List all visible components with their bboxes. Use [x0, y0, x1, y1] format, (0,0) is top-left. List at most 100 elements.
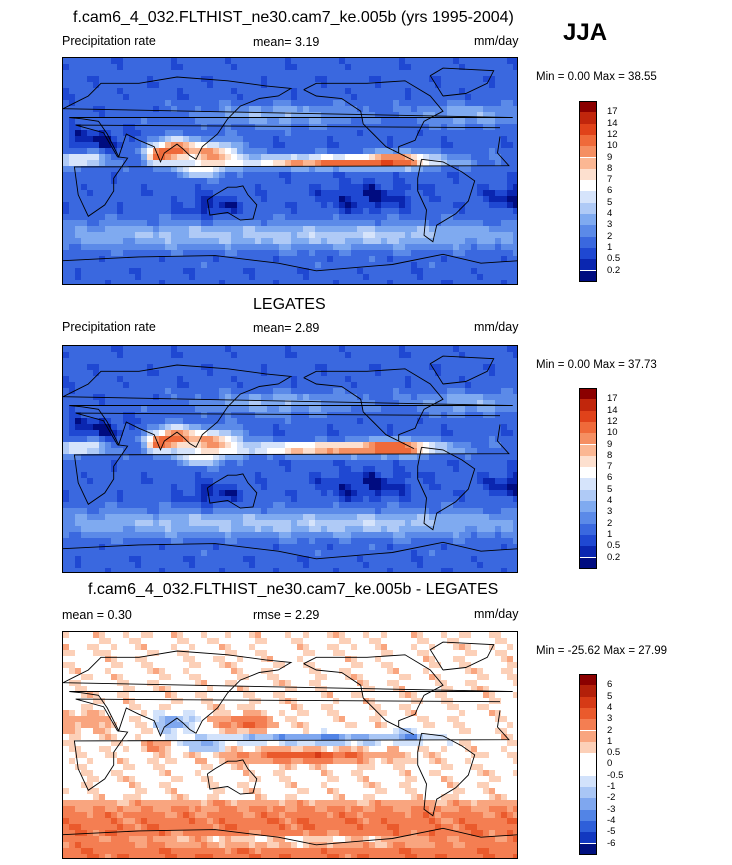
panel3-colorbar-label: -1 [607, 781, 616, 792]
panel2-colorbar-cell [579, 478, 597, 490]
panel1-colorbar-label: 12 [607, 128, 618, 140]
panel1-colorbar-label: 17 [607, 106, 618, 118]
panel3-colorbar-frame [579, 674, 597, 855]
panel2-colorbar-cell [579, 399, 597, 411]
panel2-colorbar-cell [579, 388, 597, 400]
panel2-colorbar-cell [579, 489, 597, 501]
panel2-title: LEGATES [253, 296, 326, 313]
panel1-colorbar-label: 2 [607, 230, 613, 242]
panel3-rmse-label: rmse = 2.29 [253, 608, 320, 622]
panel3-colorbar-label: 5 [607, 690, 613, 702]
panel2-colorbar-label: 3 [607, 506, 613, 518]
panel2-colorbar-label: 17 [607, 393, 618, 405]
coastline [417, 732, 476, 817]
panel2-mean-label: mean= 2.89 [253, 321, 320, 335]
coastline [303, 80, 444, 162]
panel3-colorbar-label: -5 [607, 826, 616, 838]
panel3-colorbar-label: -4 [607, 814, 616, 826]
panel2-colorbar-label: 10 [607, 427, 618, 439]
coastline [429, 355, 495, 385]
panel1-colorbar-label: 6 [607, 185, 613, 197]
panel3-units-label: mm/day [474, 607, 519, 621]
panel3-colorbar-label: 6 [607, 679, 613, 691]
panel1-colorbar-label: 4 [607, 208, 613, 219]
panel3-colorbar-cell [579, 696, 597, 708]
panel2-colorbar-label: 1 [607, 528, 613, 540]
panel1-colorbar-cell [579, 259, 597, 271]
panel2-units-label: mm/day [474, 320, 519, 334]
panel3-colorbar-cell [579, 741, 597, 754]
panel2-colorbar-cell [579, 455, 597, 468]
coastline [63, 253, 517, 272]
panel2-colorbar-label: 0.2 [607, 551, 621, 563]
panel2-minmax: Min = 0.00 Max = 37.73 [536, 359, 657, 371]
coastline [206, 759, 258, 795]
panel3-map [62, 631, 518, 859]
coastline [303, 654, 444, 736]
panel2-colorbar-cell [579, 534, 597, 547]
panel2-colorbar-label: 2 [607, 517, 613, 529]
panel2-colorbar-label: 8 [607, 449, 613, 461]
panel1-minmax: Min = 0.00 Max = 38.55 [536, 71, 657, 83]
panel3-minmax: Min = -25.62 Max = 27.99 [536, 645, 668, 657]
panel1-colorbar-label: 9 [607, 151, 613, 163]
coastline [417, 158, 476, 243]
panel1-colorbar-cell [579, 270, 597, 282]
panel1-colorbar-cell [579, 225, 597, 237]
panel1-colorbar-label: 7 [607, 174, 613, 186]
coastline [63, 364, 513, 452]
panel1-colorbar-cell [579, 101, 597, 113]
panel1-colorbar-frame [579, 101, 597, 282]
panel2-colorbar-cell [579, 557, 597, 569]
panel3-colorbar-cell [579, 809, 597, 821]
panel1-colorbar-label: 10 [607, 140, 618, 152]
panel2-colorbar-label: 12 [607, 415, 618, 427]
panel1-colorbar-cell [579, 247, 597, 260]
panel3-colorbar-label: -3 [607, 803, 616, 815]
panel1-colorbar-cell [579, 146, 597, 158]
panel2-colorbar-cell [579, 421, 597, 434]
panel3-colorbar-cell [579, 832, 597, 844]
panel1-map [62, 57, 518, 285]
panel2-colorbar-cell [579, 433, 597, 445]
panel2-colorbar-label: 9 [607, 438, 613, 450]
panel3-colorbar-label: 4 [607, 701, 613, 713]
panel1-map-field [63, 58, 517, 284]
coastline [206, 185, 258, 221]
coastline [303, 368, 444, 450]
coastline [429, 641, 495, 671]
panel2-colorbar-cell [579, 501, 597, 513]
panel2-colorbar-cell [579, 444, 597, 456]
panel2-colorbar-label: 6 [607, 472, 613, 484]
coastline [63, 76, 513, 164]
coastline [63, 650, 513, 738]
panel2-colorbar-label: 14 [607, 404, 618, 416]
panel1-colorbar-cell [579, 202, 597, 214]
panel2-colorbar-frame [579, 388, 597, 569]
panel1-colorbar-label: 3 [607, 219, 613, 231]
panel3-colorbar-label: 0.5 [607, 747, 621, 759]
panel2-colorbar-cell [579, 512, 597, 524]
panel3-colorbar-cell [579, 719, 597, 731]
panel3-colorbar-cell [579, 674, 597, 686]
panel3-colorbar-label: -6 [607, 837, 616, 849]
coastline [73, 698, 510, 791]
coastline [63, 827, 517, 846]
panel2-colorbar-cell [579, 467, 597, 479]
panel1-colorbar-cell [579, 180, 597, 192]
season-label: JJA [563, 19, 608, 46]
coastline [73, 124, 510, 217]
panel3-colorbar-cell [579, 707, 597, 720]
coastline [417, 446, 476, 531]
panel1-colorbar-cell [579, 134, 597, 147]
panel1-colorbar-label: 14 [607, 117, 618, 129]
panel3-colorbar-cell [579, 843, 597, 855]
panel2-colorbar-label: 4 [607, 495, 613, 506]
panel1-colorbar-label: 5 [607, 196, 613, 208]
panel3-colorbar-cell [579, 730, 597, 742]
panel3-colorbar-cell [579, 787, 597, 799]
panel3-title: f.cam6_4_032.FLTHIST_ne30.cam7_ke.005b -… [88, 581, 499, 598]
panel2-colorbar-cell [579, 410, 597, 422]
panel2-colorbar-label: 5 [607, 483, 613, 495]
coastline [206, 473, 258, 509]
